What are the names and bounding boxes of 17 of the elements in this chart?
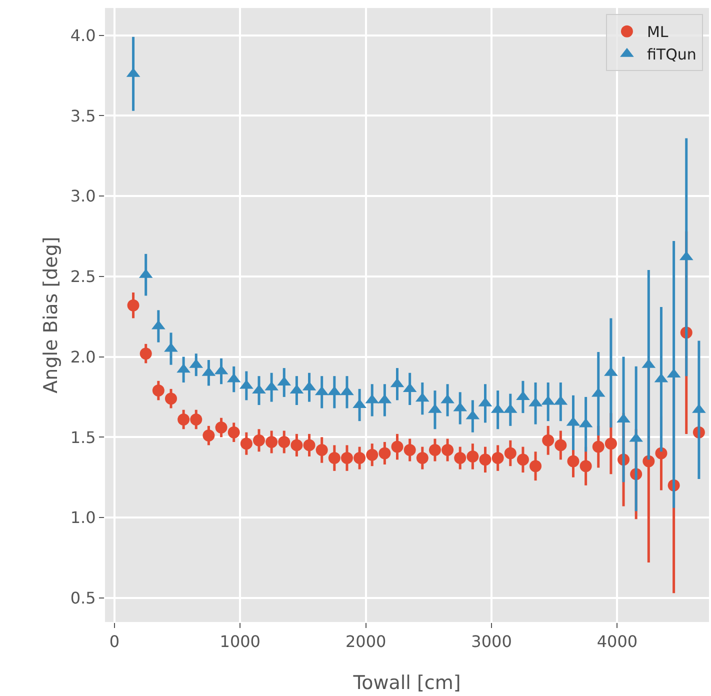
x-tick-label: 2000 [345,632,386,652]
x-axis-title: Towall [cm] [352,672,461,694]
x-tick-label: 4000 [596,632,638,652]
y-tick-label: 1.5 [70,428,96,447]
y-axis-title: Angle Bias [deg] [40,236,62,394]
x-tick-label: 3000 [471,632,512,652]
y-tick-label: 2.0 [70,347,96,366]
legend-label: fiTQun [646,46,696,64]
y-tick-label: 3.0 [70,186,96,206]
y-tick-label: 1.0 [70,508,96,528]
x-tick-label: 1000 [220,632,260,652]
y-tick-label: 4.0 [70,26,96,45]
legend-label: ML [646,23,669,42]
x-tick-label: 0 [109,632,120,652]
y-tick-label: 3.5 [70,106,96,126]
y-tick-label: 0.5 [70,588,96,608]
y-tick-label: 2.5 [70,267,96,286]
